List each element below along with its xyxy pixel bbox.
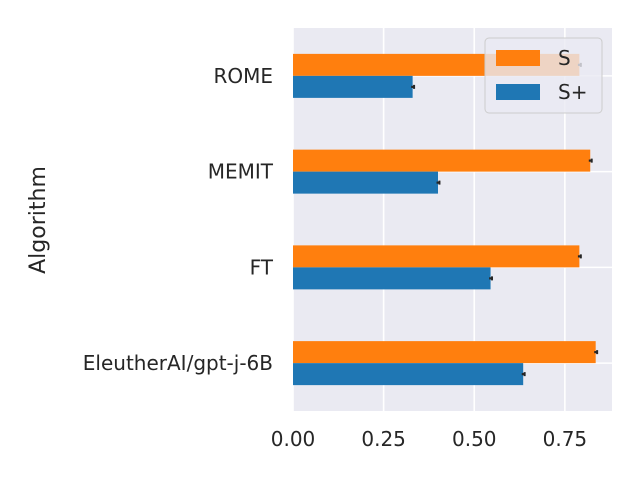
legend: S S+ — [484, 37, 603, 114]
y-tick-label: EleutherAI/gpt-j-6B — [83, 351, 273, 375]
bar-s — [293, 149, 591, 172]
x-tick-labels: 0.00 0.25 0.50 0.75 — [271, 427, 587, 451]
legend-label-s-plus: S+ — [558, 80, 587, 104]
bar-s-plus — [293, 267, 491, 290]
x-tick-label: 0.25 — [361, 427, 406, 451]
bar-s-plus — [293, 75, 413, 98]
x-tick-label: 0.50 — [452, 427, 497, 451]
x-tick-label: 0.00 — [271, 427, 316, 451]
y-tick-label: FT — [250, 255, 274, 279]
y-tick-label: MEMIT — [208, 160, 274, 184]
y-tick-labels: ROME MEMIT FT EleutherAI/gpt-j-6B — [83, 64, 274, 375]
legend-label-s: S — [558, 46, 571, 70]
bar-s — [293, 245, 580, 268]
x-tick-label: 0.75 — [543, 427, 588, 451]
legend-swatch-s — [496, 50, 540, 66]
bar-s-plus — [293, 171, 438, 194]
legend-swatch-s-plus — [496, 84, 540, 100]
bar-s — [293, 341, 596, 364]
bar-s-plus — [293, 363, 524, 386]
y-axis-label: Algorithm — [26, 166, 51, 274]
y-tick-label: ROME — [213, 64, 273, 88]
